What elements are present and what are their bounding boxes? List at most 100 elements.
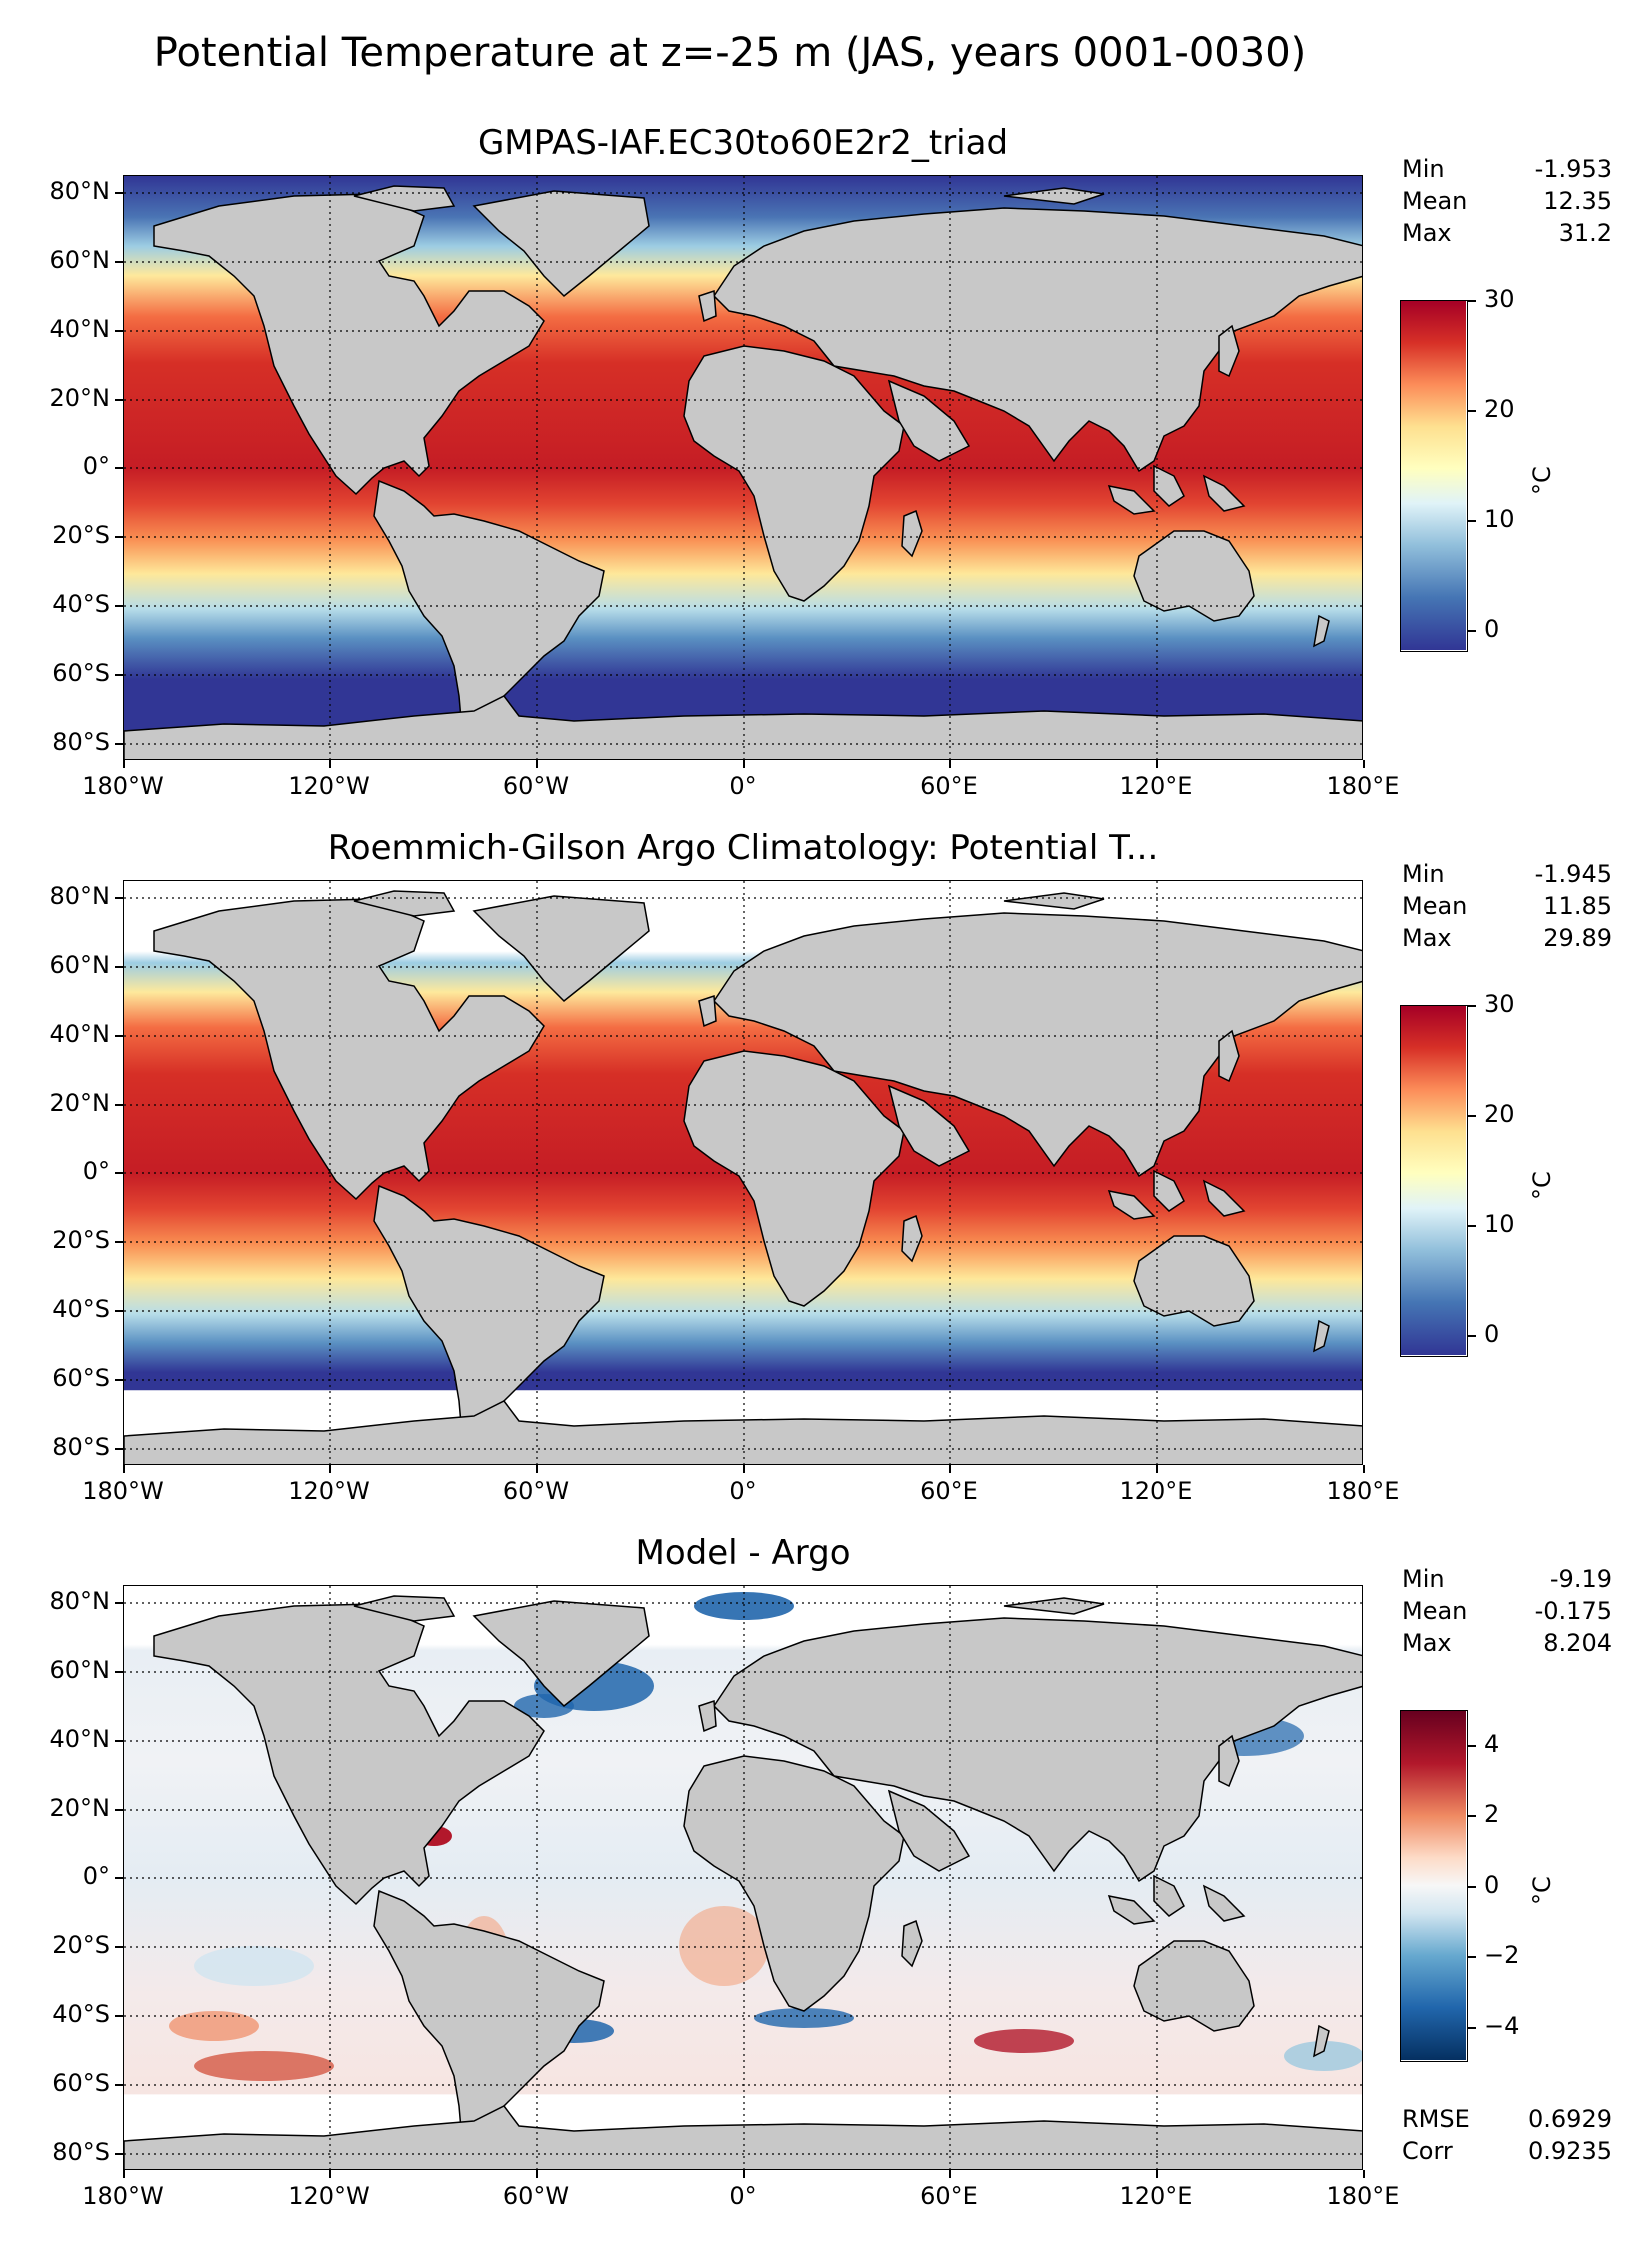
graticule (124, 881, 1362, 1464)
colorbar-tick: 20 (1484, 1100, 1515, 1128)
stats-box: Min -9.19 Mean -0.175 Max 8.204 (1402, 1563, 1612, 1659)
colorbar (1400, 300, 1468, 652)
stat-value: -9.19 (1549, 1565, 1612, 1593)
lon-tick-label: 120°W (288, 1477, 370, 1505)
colorbar-unit: °C (1528, 466, 1556, 495)
lon-tick-label: 180°W (82, 1477, 164, 1505)
lat-tick-label: 20°S (52, 521, 110, 549)
lon-tick-label: 0° (729, 1477, 757, 1505)
colorbar-tick: 30 (1484, 990, 1515, 1018)
stat-value: -1.945 (1534, 860, 1612, 888)
map-diff (123, 1585, 1363, 2170)
map-model (123, 175, 1363, 760)
colorbar (1400, 1710, 1468, 2062)
lon-tick-label: 60°E (920, 772, 978, 800)
lat-tick-label: 0° (82, 452, 110, 480)
stat-label: Max (1402, 219, 1452, 247)
panel-model: GMPAS-IAF.EC30to60E2r2_triad Min -1.953 M… (0, 123, 1651, 833)
colorbar-tick: 0 (1484, 615, 1500, 643)
colorbar-unit: °C (1528, 1876, 1556, 1905)
lon-tick-label: 180°W (82, 2182, 164, 2210)
lat-tick-label: 80°N (49, 177, 111, 205)
lat-tick-label: 40°S (52, 590, 110, 618)
colorbar (1400, 1005, 1468, 1357)
skill-scores: RMSE 0.6929 Corr 0.9235 (1402, 2103, 1612, 2167)
lon-tick-label: 60°W (502, 772, 570, 800)
stat-label: Min (1402, 155, 1445, 183)
lat-tick-label: 80°N (49, 882, 111, 910)
colorbar-unit: °C (1528, 1171, 1556, 1200)
stat-value: 12.35 (1543, 187, 1612, 215)
graticule (124, 1586, 1362, 2169)
figure-title: Potential Temperature at z=-25 m (JAS, y… (153, 30, 1307, 76)
stat-label: Max (1402, 924, 1452, 952)
map-diff-field (124, 1586, 1362, 2169)
lat-tick-label: 80°N (49, 1587, 111, 1615)
lat-tick-label: 20°N (49, 1089, 111, 1117)
stat-label: Mean (1402, 892, 1468, 920)
stat-label: Max (1402, 1629, 1452, 1657)
colorbar-tick: 10 (1484, 1210, 1515, 1238)
map-model-field (124, 176, 1362, 759)
score-value: 0.6929 (1528, 2105, 1612, 2133)
lon-tick-label: 120°E (1119, 1477, 1193, 1505)
lon-tick-label: 180°E (1326, 1477, 1400, 1505)
panel-title: GMPAS-IAF.EC30to60E2r2_triad (477, 123, 1009, 163)
lon-tick-label: 60°E (920, 1477, 978, 1505)
lat-tick-label: 0° (82, 1862, 110, 1890)
lon-tick-label: 120°E (1119, 772, 1193, 800)
lon-tick-label: 180°E (1326, 772, 1400, 800)
colorbar-tick: −2 (1484, 1941, 1520, 1969)
panel-title: Model - Argo (635, 1533, 851, 1573)
lon-tick-label: 120°W (288, 772, 370, 800)
map-argo-field (124, 881, 1362, 1464)
panel-argo: Roemmich-Gilson Argo Climatology: Potent… (0, 828, 1651, 1538)
lat-tick-label: 60°N (49, 951, 111, 979)
lon-tick-label: 0° (729, 772, 757, 800)
lat-tick-label: 80°S (52, 728, 110, 756)
lon-tick-label: 120°W (288, 2182, 370, 2210)
lat-tick-label: 0° (82, 1157, 110, 1185)
colorbar-tick: 20 (1484, 395, 1515, 423)
lon-tick-label: 60°W (502, 1477, 570, 1505)
stats-box: Min -1.953 Mean 12.35 Max 31.2 (1402, 153, 1612, 249)
lat-tick-label: 60°S (52, 2069, 110, 2097)
lat-tick-label: 60°N (49, 246, 111, 274)
lat-tick-label: 40°N (49, 1020, 111, 1048)
stat-label: Min (1402, 1565, 1445, 1593)
lat-tick-label: 20°N (49, 1794, 111, 1822)
colorbar-tick: 30 (1484, 285, 1515, 313)
lon-tick-label: 0° (729, 2182, 757, 2210)
lat-tick-label: 20°S (52, 1226, 110, 1254)
lat-tick-label: 40°N (49, 1725, 111, 1753)
colorbar-tick: 0 (1484, 1871, 1500, 1899)
lat-tick-label: 60°N (49, 1656, 111, 1684)
stat-value: -0.175 (1534, 1597, 1612, 1625)
stat-value: -1.953 (1534, 155, 1612, 183)
score-value: 0.9235 (1528, 2137, 1612, 2165)
colorbar-tick: 0 (1484, 1320, 1500, 1348)
stat-label: Mean (1402, 1597, 1468, 1625)
lon-tick-label: 180°E (1326, 2182, 1400, 2210)
lon-tick-label: 60°E (920, 2182, 978, 2210)
lat-tick-label: 60°S (52, 1364, 110, 1392)
lat-tick-label: 40°S (52, 1295, 110, 1323)
stat-label: Mean (1402, 187, 1468, 215)
colorbar-tick: 10 (1484, 505, 1515, 533)
colorbar-tick: 2 (1484, 1800, 1500, 1828)
lat-tick-label: 80°S (52, 2138, 110, 2166)
lon-tick-label: 180°W (82, 772, 164, 800)
graticule (124, 176, 1362, 759)
stat-value: 31.2 (1558, 219, 1612, 247)
colorbar-tick: −4 (1484, 2012, 1520, 2040)
stat-value: 8.204 (1543, 1629, 1612, 1657)
panel-diff: Model - Argo (0, 1533, 1651, 2243)
score-label: RMSE (1402, 2105, 1470, 2133)
panel-title: Roemmich-Gilson Argo Climatology: Potent… (327, 828, 1159, 868)
lat-tick-label: 20°S (52, 1931, 110, 1959)
stat-value: 29.89 (1543, 924, 1612, 952)
lat-tick-label: 80°S (52, 1433, 110, 1461)
score-label: Corr (1402, 2137, 1453, 2165)
stat-label: Min (1402, 860, 1445, 888)
lat-tick-label: 60°S (52, 659, 110, 687)
